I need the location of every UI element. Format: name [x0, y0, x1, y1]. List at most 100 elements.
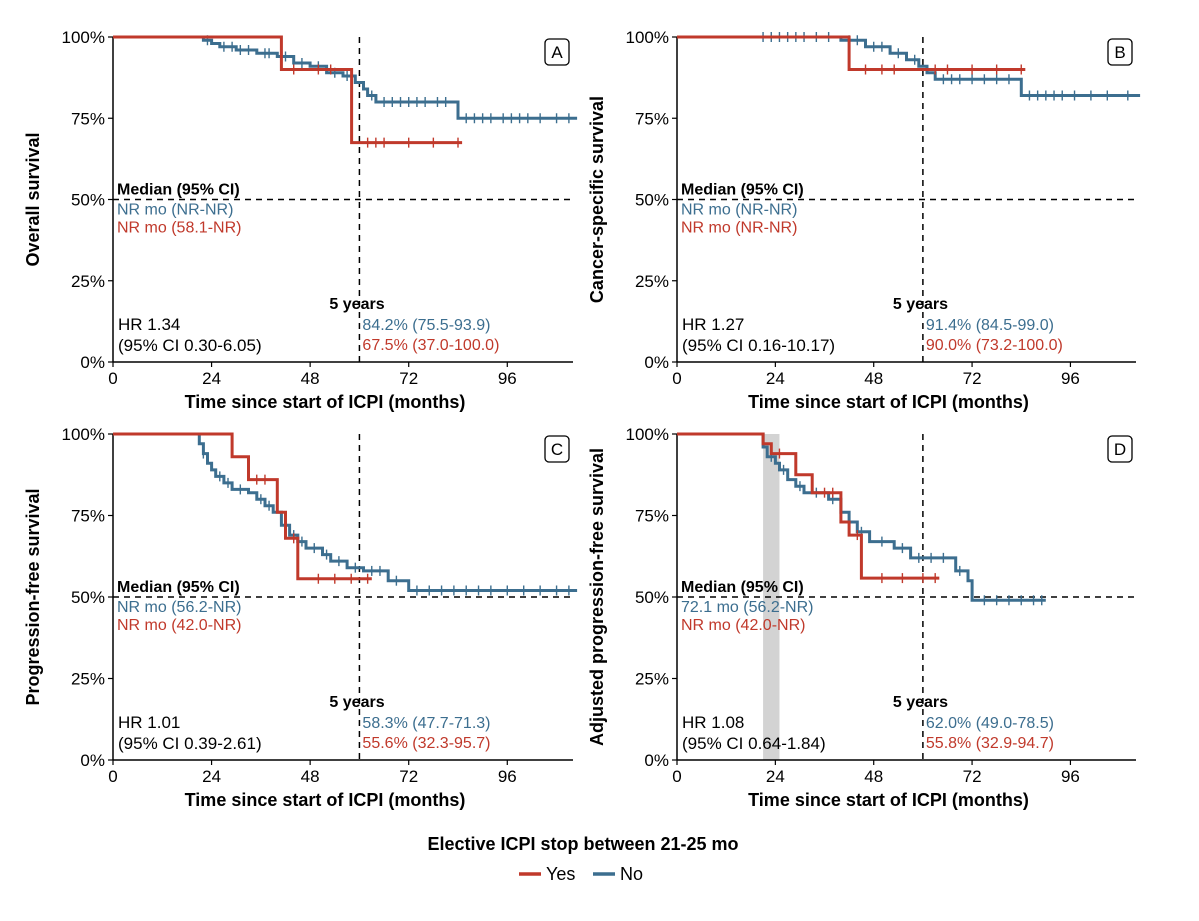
x-tick-label: 0	[672, 767, 681, 786]
y-tick-label: 75%	[635, 507, 669, 526]
y-axis-title: Progression-free survival	[23, 488, 43, 705]
y-tick-label: 0%	[80, 353, 105, 372]
hazard-ratio-ci: (95% CI 0.39-2.61)	[118, 734, 262, 753]
panel-label: C	[551, 440, 563, 459]
y-tick-label: 100%	[626, 425, 669, 444]
y-tick-label: 100%	[62, 425, 105, 444]
five-year-header: 5 years	[893, 694, 948, 711]
five-year-yes: 55.6% (32.3-95.7)	[362, 735, 490, 752]
x-tick-label: 72	[963, 369, 982, 388]
panel-c: 0% 25% 50% 75% 100% 0 24 48 72 96 Time since start…	[23, 425, 578, 810]
median-no: NR mo (NR-NR)	[681, 202, 797, 219]
x-tick-label: 24	[202, 767, 221, 786]
y-tick-label: 25%	[635, 670, 669, 689]
x-axis-title: Time since start of ICPI (months)	[185, 790, 466, 810]
y-axis-title: Cancer-specific survival	[587, 96, 607, 303]
median-header: Median (95% CI)	[681, 579, 804, 596]
x-tick-label: 72	[963, 767, 982, 786]
five-year-yes: 90.0% (73.2-100.0)	[926, 337, 1063, 354]
y-tick-label: 0%	[644, 751, 669, 770]
km-curve-yes	[113, 35, 463, 145]
median-header: Median (95% CI)	[681, 182, 804, 199]
km-curve-no	[113, 432, 578, 592]
median-yes: NR mo (42.0-NR)	[117, 617, 241, 634]
x-tick-label: 48	[301, 767, 320, 786]
x-tick-label: 72	[399, 369, 418, 388]
x-tick-label: 48	[301, 369, 320, 388]
median-header: Median (95% CI)	[117, 579, 240, 596]
km-curve-yes	[113, 432, 372, 581]
x-tick-label: 48	[864, 767, 883, 786]
legend-yes-label: Yes	[546, 864, 575, 884]
hazard-ratio-ci: (95% CI 0.16-10.17)	[682, 336, 835, 355]
y-tick-label: 25%	[635, 272, 669, 291]
y-tick-label: 50%	[71, 588, 105, 607]
y-tick-label: 100%	[62, 28, 105, 47]
x-axis-title: Time since start of ICPI (months)	[185, 392, 466, 412]
x-tick-label: 24	[202, 369, 221, 388]
y-tick-label: 75%	[635, 109, 669, 128]
y-tick-label: 25%	[71, 272, 105, 291]
x-tick-label: 48	[864, 369, 883, 388]
panel-label: A	[551, 43, 563, 62]
panel-label-box	[1107, 38, 1133, 66]
five-year-yes: 67.5% (37.0-100.0)	[362, 337, 499, 354]
hazard-ratio: HR 1.01	[118, 713, 180, 732]
x-tick-label: 96	[1061, 767, 1080, 786]
median-no: 72.1 mo (56.2-NR)	[681, 599, 814, 616]
x-tick-label: 96	[498, 369, 517, 388]
hazard-ratio: HR 1.34	[118, 315, 180, 334]
x-tick-label: 24	[766, 767, 785, 786]
panel-label-box	[1107, 435, 1133, 463]
median-yes: NR mo (42.0-NR)	[681, 617, 805, 634]
y-tick-label: 75%	[71, 109, 105, 128]
panel-label-box	[544, 435, 570, 463]
x-tick-label: 0	[672, 369, 681, 388]
five-year-yes: 55.8% (32.9-94.7)	[926, 735, 1054, 752]
hazard-ratio-ci: (95% CI 0.30-6.05)	[118, 336, 262, 355]
median-no: NR mo (NR-NR)	[117, 202, 233, 219]
panel-label-box	[544, 38, 570, 66]
km-curve-yes	[677, 432, 940, 580]
median-yes: NR mo (NR-NR)	[681, 220, 797, 237]
y-tick-label: 100%	[626, 28, 669, 47]
y-tick-label: 25%	[71, 670, 105, 689]
five-year-no: 62.0% (49.0-78.5)	[926, 715, 1054, 732]
x-tick-label: 24	[766, 369, 785, 388]
x-tick-label: 0	[108, 369, 117, 388]
five-year-no: 84.2% (75.5-93.9)	[362, 317, 490, 334]
legend-title: Elective ICPI stop between 21-25 mo	[427, 834, 738, 854]
x-tick-label: 96	[1061, 369, 1080, 388]
km-curve-no	[677, 35, 1141, 97]
five-year-no: 91.4% (84.5-99.0)	[926, 317, 1054, 334]
x-tick-label: 0	[108, 767, 117, 786]
five-year-no: 58.3% (47.7-71.3)	[362, 715, 490, 732]
panel-b: 0% 25% 50% 75% 100% 0 24 48 72 96 Time since start…	[587, 28, 1141, 412]
panel-d: 0% 25% 50% 75% 100% 0 24 48 72 96 Time since start…	[587, 425, 1136, 810]
panel-a: 0% 25% 50% 75% 100% 0 24 48 72 96 Time since start…	[23, 28, 578, 412]
five-year-header: 5 years	[329, 296, 384, 313]
x-axis-title: Time since start of ICPI (months)	[748, 790, 1029, 810]
legend-no-label: No	[620, 864, 643, 884]
five-year-header: 5 years	[329, 694, 384, 711]
hazard-ratio: HR 1.08	[682, 713, 744, 732]
x-tick-label: 72	[399, 767, 418, 786]
km-curve-yes	[677, 35, 1026, 71]
y-tick-label: 50%	[71, 191, 105, 210]
y-axis-title: Overall survival	[23, 132, 43, 266]
y-axis-title: Adjusted progression-free survival	[587, 448, 607, 746]
legend: Elective ICPI stop between 21-25 mo Yes …	[427, 834, 738, 884]
median-header: Median (95% CI)	[117, 182, 240, 199]
five-year-header: 5 years	[893, 296, 948, 313]
median-yes: NR mo (58.1-NR)	[117, 220, 241, 237]
x-axis-title: Time since start of ICPI (months)	[748, 392, 1029, 412]
hazard-ratio: HR 1.27	[682, 315, 744, 334]
median-no: NR mo (56.2-NR)	[117, 599, 241, 616]
hazard-ratio-ci: (95% CI 0.64-1.84)	[682, 734, 826, 753]
x-tick-label: 96	[498, 767, 517, 786]
panel-label: D	[1114, 440, 1126, 459]
y-tick-label: 0%	[644, 353, 669, 372]
y-tick-label: 50%	[635, 588, 669, 607]
km-curve-no	[113, 35, 578, 120]
